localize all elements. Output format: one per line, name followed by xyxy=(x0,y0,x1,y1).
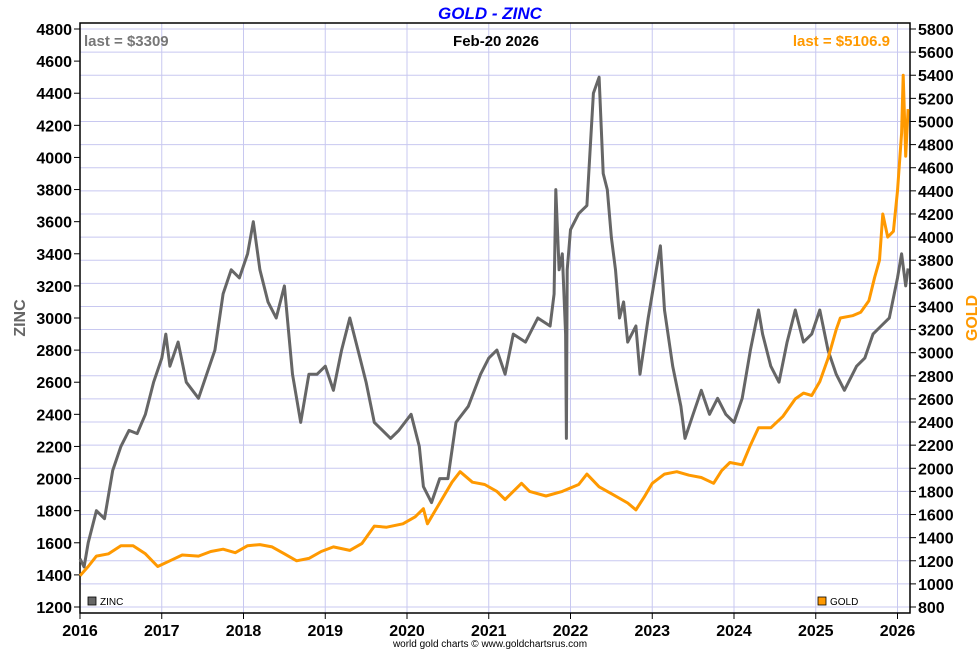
zinc-last-label: last = $3309 xyxy=(84,33,169,50)
x-axis: 2016 2017 2018 2019 2020 2021 2022 2023 2024 2025… xyxy=(62,613,915,640)
left-tick-label: 4000 xyxy=(36,150,72,167)
right-tick-label: 2400 xyxy=(918,415,954,432)
x-tick-label: 2022 xyxy=(553,623,589,640)
right-tick-label: 5000 xyxy=(918,114,954,131)
right-tick-label: 1600 xyxy=(918,508,954,525)
left-tick-label: 1800 xyxy=(36,504,72,521)
left-tick-label: 4600 xyxy=(36,54,72,71)
left-tick-label: 3400 xyxy=(36,247,72,264)
series-lines xyxy=(78,73,910,577)
left-tick-label: 2400 xyxy=(36,407,72,424)
date-label: Feb-20 2026 xyxy=(453,33,539,50)
x-tick-label: 2023 xyxy=(634,623,670,640)
left-tick-label: 3000 xyxy=(36,311,72,328)
plot-frame xyxy=(79,22,911,614)
left-tick-label: 3600 xyxy=(36,215,72,232)
x-tick-label: 2019 xyxy=(307,623,343,640)
left-tick-label: 1600 xyxy=(36,536,72,553)
right-tick-label: 2600 xyxy=(918,392,954,409)
right-tick-label: 1400 xyxy=(918,531,954,548)
right-axis-label: GOLD xyxy=(964,295,980,341)
legend-gold-swatch xyxy=(817,596,827,606)
right-tick-label: 2200 xyxy=(918,438,954,455)
right-tick-label: 4000 xyxy=(918,230,954,247)
left-tick-label: 4800 xyxy=(36,22,72,39)
x-tick-label: 2021 xyxy=(471,623,507,640)
right-tick-label: 4800 xyxy=(918,138,954,155)
chart-title: GOLD - ZINC xyxy=(438,4,543,23)
left-axis: 1200 1400 1600 1800 2000 2200 2400 2600 2800 3000… xyxy=(36,22,80,617)
right-tick-label: 5800 xyxy=(918,22,954,39)
right-tick-label: 5400 xyxy=(918,68,954,85)
legend-gold-label: GOLD xyxy=(830,597,858,608)
right-tick-label: 4400 xyxy=(918,184,954,201)
x-tick-label: 2024 xyxy=(716,623,752,640)
left-tick-label: 2000 xyxy=(36,472,72,489)
right-tick-label: 3800 xyxy=(918,253,954,270)
gold-line xyxy=(78,73,910,577)
right-tick-label: 3400 xyxy=(918,299,954,316)
left-tick-label: 2600 xyxy=(36,375,72,392)
left-tick-label: 3200 xyxy=(36,279,72,296)
gold-last-label: last = $5106.9 xyxy=(793,33,890,50)
right-tick-label: 2800 xyxy=(918,369,954,386)
right-tick-label: 4600 xyxy=(918,161,954,178)
x-tick-label: 2017 xyxy=(144,623,180,640)
right-tick-label: 5600 xyxy=(918,45,954,62)
right-tick-label: 3200 xyxy=(918,323,954,340)
legend-zinc-label: ZINC xyxy=(100,597,123,608)
left-axis-label: ZINC xyxy=(12,299,29,337)
x-tick-label: 2026 xyxy=(880,623,916,640)
left-tick-label: 2200 xyxy=(36,439,72,456)
left-tick-label: 1200 xyxy=(36,600,72,617)
right-tick-label: 4200 xyxy=(918,207,954,224)
left-tick-label: 3800 xyxy=(36,183,72,200)
right-tick-label: 2000 xyxy=(918,461,954,478)
x-tick-label: 2018 xyxy=(226,623,262,640)
grid xyxy=(80,23,910,613)
zinc-line xyxy=(78,75,910,569)
legend-zinc-swatch xyxy=(87,596,97,606)
left-tick-label: 2800 xyxy=(36,343,72,360)
footer-credit: world gold charts © www.goldchartsrus.co… xyxy=(392,639,587,650)
x-tick-label: 2020 xyxy=(389,623,425,640)
right-tick-label: 800 xyxy=(918,600,945,617)
right-tick-label: 3600 xyxy=(918,276,954,293)
right-axis: 800 1000 1200 1400 1600 1800 2000 2200 2400 2600 2… xyxy=(910,22,954,617)
right-tick-label: 3000 xyxy=(918,346,954,363)
right-tick-label: 1800 xyxy=(918,484,954,501)
left-tick-label: 4400 xyxy=(36,86,72,103)
right-tick-label: 1000 xyxy=(918,577,954,594)
right-tick-label: 5200 xyxy=(918,91,954,108)
left-tick-label: 4200 xyxy=(36,118,72,135)
x-tick-label: 2025 xyxy=(798,623,834,640)
left-tick-label: 1400 xyxy=(36,568,72,585)
right-tick-label: 1200 xyxy=(918,554,954,571)
x-tick-label: 2016 xyxy=(62,623,98,640)
